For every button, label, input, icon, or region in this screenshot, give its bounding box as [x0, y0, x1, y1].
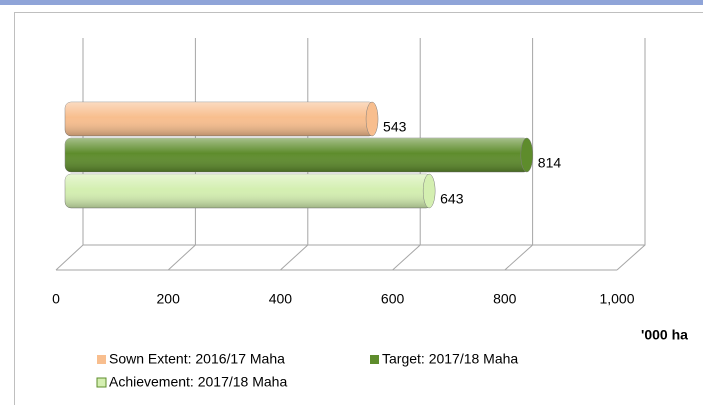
- x-tick-label: 800: [493, 291, 517, 307]
- x-tick-label: 600: [381, 291, 405, 307]
- frame: [14, 12, 703, 405]
- bar: [64, 137, 534, 173]
- bar-shade: [65, 102, 376, 136]
- bar: [64, 173, 436, 209]
- bar: [64, 101, 379, 137]
- top-band: [0, 0, 703, 5]
- x-tick-label: 200: [157, 291, 181, 307]
- bar-cap: [520, 137, 534, 173]
- data-label: 814: [538, 155, 562, 171]
- x-tick-label: 400: [269, 291, 293, 307]
- x-tick-label: 0: [52, 291, 60, 307]
- bar-shade: [65, 138, 530, 172]
- grid-line: [616, 38, 646, 271]
- bar-cap: [422, 173, 436, 209]
- x-tick-label: 1,000: [599, 291, 634, 307]
- grid-line: [504, 38, 534, 271]
- grid-line: [392, 38, 421, 271]
- data-label: 543: [383, 119, 407, 135]
- data-label: 643: [440, 191, 464, 207]
- bar-cap: [365, 101, 379, 137]
- x-axis-label: '000 ha: [641, 327, 688, 343]
- legend-swatch: [370, 355, 379, 364]
- legend-label: Target: 2017/18 Maha: [382, 351, 518, 367]
- legend-label: Achievement: 2017/18 Maha: [109, 374, 287, 390]
- legend-swatch: [96, 377, 107, 388]
- bar-shade: [65, 174, 433, 208]
- legend-swatch: [97, 355, 106, 364]
- legend-label: Sown Extent: 2016/17 Maha: [109, 351, 285, 367]
